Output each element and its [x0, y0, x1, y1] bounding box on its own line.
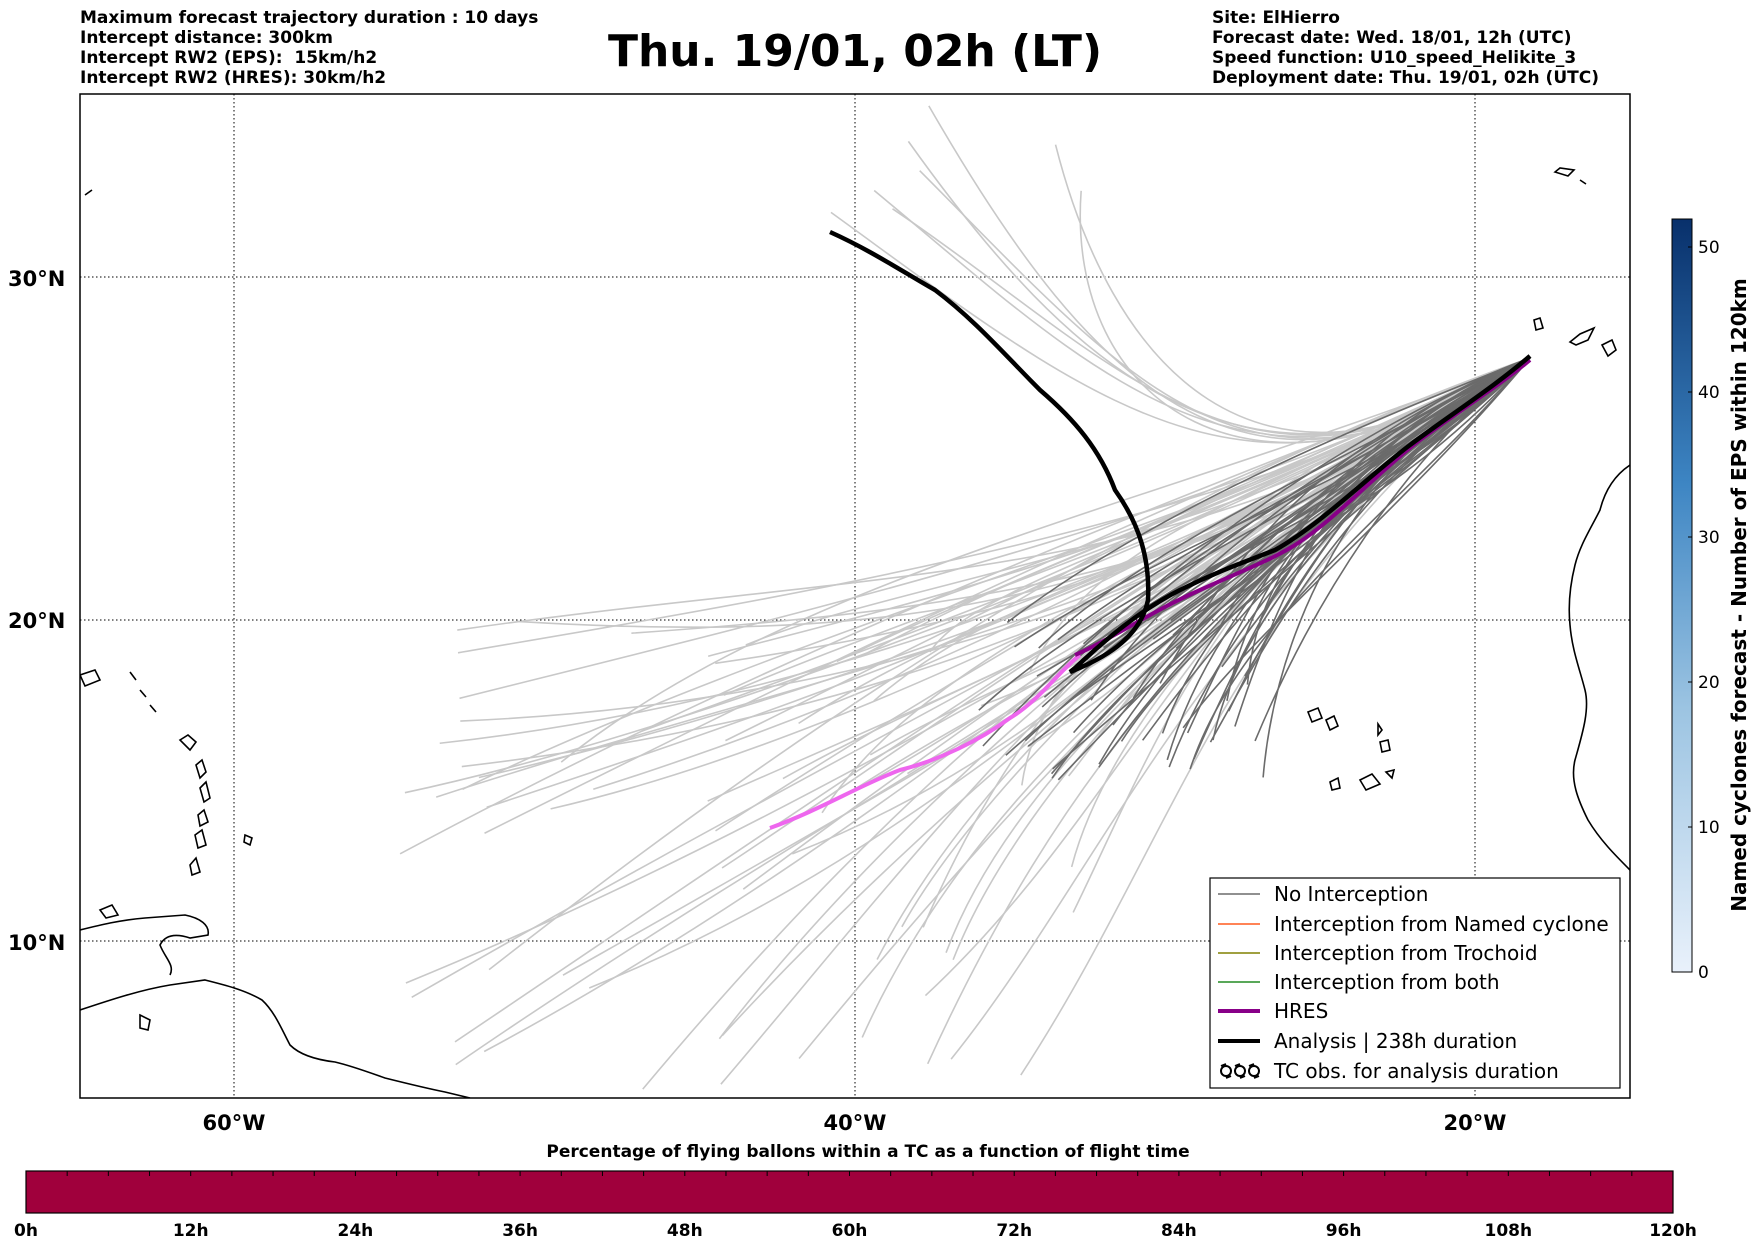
eps-trajectory-no-interception	[982, 357, 1531, 747]
eps-trajectory-no-interception	[1006, 357, 1531, 624]
eps-trajectory-no-interception	[1189, 357, 1531, 770]
eps-trajectory-light	[928, 105, 1531, 441]
header-left-line-4: Intercept RW2 (HRES): 30km/h2	[80, 68, 387, 88]
eps-trajectory-light	[460, 357, 1531, 722]
eps-trajectory-light	[488, 357, 1531, 971]
header-right-line-2: Forecast date: Wed. 18/01, 12h (UTC)	[1212, 28, 1572, 48]
lon-label-20w: 20°W	[1444, 1111, 1507, 1135]
hres-track	[769, 653, 1082, 830]
eps-trajectory-light	[439, 357, 1531, 745]
eps-trajectory-no-interception	[1051, 357, 1531, 779]
right-colorbar-tick-10: 10	[1698, 818, 1720, 838]
eps-trajectory-no-interception	[1050, 357, 1531, 775]
right-colorbar-tick-0: 0	[1698, 963, 1709, 983]
eps-trajectory-light	[516, 357, 1531, 629]
bottom-colorbar-tick-label: 24h	[338, 1221, 374, 1241]
legend-label-trochoid: Interception from Trochoid	[1274, 941, 1538, 965]
coastlines	[80, 167, 1630, 1098]
legend-label-no-interception: No Interception	[1274, 882, 1428, 906]
header-right-line-4: Deployment date: Thu. 19/01, 02h (UTC)	[1212, 68, 1599, 88]
map-title: Thu. 19/01, 02h (LT)	[607, 26, 1103, 77]
lon-label-60w: 60°W	[203, 1111, 266, 1135]
legend-label-hres: HRES	[1274, 999, 1328, 1023]
eps-trajectory-no-interception	[1027, 357, 1531, 747]
eps-trajectory-no-interception	[1182, 357, 1531, 729]
header-right-line-1: Site: ElHierro	[1212, 8, 1340, 28]
legend-label-named-cyclone: Interception from Named cyclone	[1274, 912, 1609, 936]
lon-label-40w: 40°W	[824, 1111, 887, 1135]
eps-trajectory-no-interception	[1244, 357, 1531, 677]
right-colorbar-label: Named cyclones forecast - Number of EPS …	[1727, 278, 1751, 912]
lat-label-10n: 10°N	[8, 931, 65, 955]
header-right-line-3: Speed function: U10_speed_Helikite_3	[1212, 48, 1577, 68]
right-colorbar-tick-30: 30	[1698, 528, 1720, 548]
map-frame	[79, 93, 1631, 1099]
bottom-colorbar-tick-label: 108h	[1485, 1221, 1533, 1241]
eps-trajectory-light	[725, 357, 1531, 742]
lat-label-20n: 20°N	[8, 609, 65, 633]
eps-trajectory-light	[459, 357, 1531, 700]
legend: No Interception Interception from Named …	[1209, 877, 1621, 1089]
eps-trajectory-light	[593, 357, 1531, 791]
eps-trajectory-no-interception	[1159, 357, 1531, 684]
header-left-line-1: Maximum forecast trajectory duration : 1…	[80, 8, 539, 28]
right-colorbar-tick-40: 40	[1698, 383, 1720, 403]
eps-trajectory-light	[707, 357, 1531, 657]
right-colorbar: 0 10 20 30 40 50 Named cyclones forecast…	[1671, 218, 1751, 983]
eps-trajectory-light	[641, 357, 1531, 732]
eps-trajectory-light	[399, 357, 1531, 855]
bottom-colorbar-tick-label: 72h	[996, 1221, 1032, 1241]
eps-trajectory-no-interception	[1112, 357, 1531, 726]
analysis-track	[829, 229, 1532, 675]
legend-label-analysis: Analysis | 238h duration	[1274, 1029, 1517, 1053]
header-left-line-3: Intercept RW2 (EPS): 15km/h2	[80, 48, 378, 68]
eps-trajectory-light	[861, 357, 1531, 1038]
bottom-colorbar: Percentage of flying ballons within a TC…	[14, 1142, 1697, 1241]
bottom-colorbar-label: Percentage of flying ballons within a TC…	[546, 1142, 1189, 1162]
bottom-colorbar-tick-label: 48h	[667, 1221, 703, 1241]
bottom-colorbar-tick-label: 120h	[1649, 1221, 1697, 1241]
bottom-colorbar-tick-label: 96h	[1326, 1221, 1362, 1241]
bottom-colorbar-tick-label: 84h	[1161, 1221, 1197, 1241]
legend-label-both: Interception from both	[1274, 970, 1500, 994]
header-left-line-2: Intercept distance: 300km	[80, 28, 333, 48]
bottom-colorbar-tick-label: 60h	[832, 1221, 868, 1241]
legend-label-tc-obs: TC obs. for analysis duration	[1273, 1059, 1559, 1083]
bottom-colorbar-tick-label: 12h	[173, 1221, 209, 1241]
eps-trajectory-no-interception	[1254, 357, 1531, 742]
tc-symbol-icon	[1220, 1063, 1260, 1079]
bottom-colorbar-tick-label: 0h	[14, 1221, 38, 1241]
eps-trajectory-light	[404, 357, 1531, 794]
right-colorbar-tick-20: 20	[1698, 673, 1720, 693]
eps-trajectory-light	[560, 357, 1531, 763]
lat-label-30n: 30°N	[8, 267, 65, 291]
right-colorbar-tick-50: 50	[1698, 238, 1720, 258]
bottom-colorbar-tick-label: 36h	[502, 1221, 538, 1241]
eps-trajectory-no-interception	[1081, 357, 1531, 662]
